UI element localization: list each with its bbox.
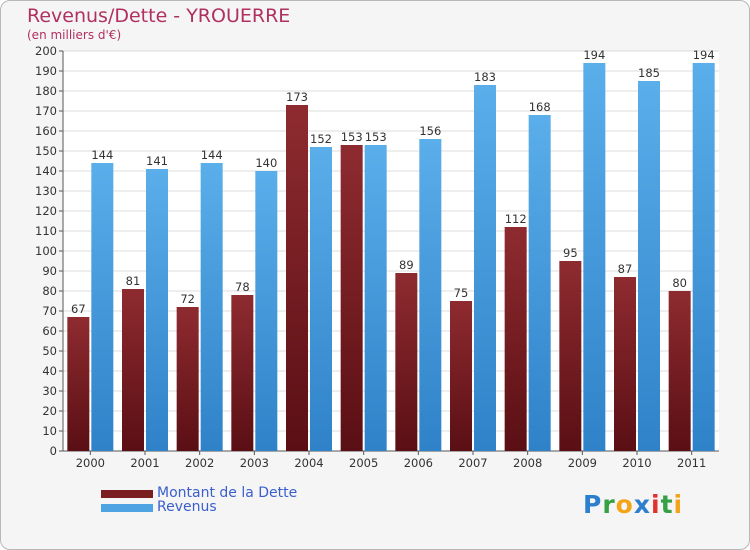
x-tick-label: 2004 — [294, 456, 323, 470]
bar-revenus — [583, 63, 606, 451]
logo-letter: r — [602, 490, 616, 519]
y-tick-label: 90 — [42, 264, 57, 278]
data-label-revenus: 140 — [255, 156, 277, 170]
x-tick-label: 2009 — [568, 456, 597, 470]
y-tick-label: 0 — [50, 444, 57, 458]
data-label-dette: 78 — [235, 280, 250, 294]
proxiti-logo: Proxiti — [583, 490, 683, 519]
data-label-dette: 80 — [672, 276, 687, 290]
bar-dette — [67, 317, 90, 451]
logo-letter: x — [633, 490, 651, 519]
y-tick-label: 110 — [35, 224, 57, 238]
bar-dette — [559, 261, 582, 451]
bar-dette — [340, 145, 363, 451]
y-tick-label: 100 — [35, 244, 57, 258]
legend-label-dette: Montant de la Dette — [157, 485, 298, 501]
y-tick-label: 130 — [35, 184, 57, 198]
legend-label-revenus: Revenus — [157, 499, 217, 515]
data-label-dette: 87 — [618, 262, 633, 276]
data-label-revenus: 168 — [529, 100, 551, 114]
legend-swatch-revenus — [101, 504, 153, 512]
x-tick-label: 2011 — [677, 456, 706, 470]
x-tick-label: 2003 — [240, 456, 269, 470]
bar-revenus — [638, 81, 660, 451]
data-label-revenus: 144 — [201, 148, 223, 162]
y-tick-label: 150 — [35, 144, 57, 158]
y-tick-label: 140 — [35, 164, 57, 178]
x-tick-label: 2002 — [185, 456, 214, 470]
bar-dette — [395, 273, 418, 451]
bar-dette — [231, 295, 254, 451]
y-tick-label: 190 — [35, 64, 57, 78]
data-label-revenus: 141 — [146, 154, 168, 168]
y-tick-label: 120 — [35, 204, 57, 218]
y-tick-label: 60 — [42, 324, 57, 338]
logo-letter: P — [583, 490, 603, 519]
bar-revenus — [310, 147, 332, 451]
bar-dette — [450, 301, 472, 451]
x-tick-label: 2008 — [513, 456, 542, 470]
chart-title: Revenus/Dette - YROUERRE — [27, 5, 291, 27]
data-label-dette: 67 — [71, 302, 86, 316]
y-tick-label: 200 — [35, 44, 57, 58]
y-tick-label: 170 — [35, 104, 57, 118]
x-tick-label: 2005 — [349, 456, 378, 470]
data-label-revenus: 185 — [638, 66, 660, 80]
data-label-revenus: 183 — [474, 70, 496, 84]
y-tick-label: 10 — [42, 424, 57, 438]
y-tick-label: 160 — [35, 124, 57, 138]
x-tick-label: 2006 — [404, 456, 433, 470]
y-tick-label: 80 — [42, 284, 57, 298]
x-tick-label: 2001 — [130, 456, 159, 470]
bar-revenus — [91, 163, 114, 451]
data-label-dette: 89 — [399, 258, 414, 272]
bar-revenus — [200, 163, 223, 451]
bar-revenus — [255, 171, 278, 451]
y-tick-label: 50 — [42, 344, 57, 358]
data-label-revenus: 153 — [365, 130, 387, 144]
y-tick-label: 20 — [42, 404, 57, 418]
logo-letter: t — [660, 490, 674, 519]
x-tick-label: 2000 — [76, 456, 105, 470]
y-tick-label: 30 — [42, 384, 57, 398]
data-label-dette: 72 — [180, 292, 195, 306]
bar-revenus — [364, 145, 387, 451]
data-label-dette: 153 — [341, 130, 363, 144]
bar-dette — [286, 105, 308, 451]
data-label-revenus: 156 — [419, 124, 441, 138]
logo-letter: i — [651, 490, 661, 519]
bar-dette — [614, 277, 636, 451]
bar-revenus — [474, 85, 496, 451]
data-label-revenus: 152 — [310, 132, 332, 146]
y-tick-label: 40 — [42, 364, 57, 378]
data-label-dette: 173 — [286, 90, 308, 104]
bar-dette — [122, 289, 144, 451]
logo-letter: i — [673, 490, 684, 519]
y-tick-label: 70 — [42, 304, 57, 318]
data-label-revenus: 194 — [583, 48, 605, 62]
logo-letter: o — [615, 490, 634, 519]
bar-dette — [668, 291, 691, 451]
data-label-dette: 75 — [454, 286, 469, 300]
bar-revenus — [528, 115, 551, 451]
data-label-revenus: 144 — [91, 148, 113, 162]
bar-revenus — [419, 139, 442, 451]
data-label-dette: 95 — [563, 246, 578, 260]
bar-dette — [504, 227, 527, 451]
chart-subtitle: (en milliers d'€) — [27, 28, 122, 42]
y-tick-label: 180 — [35, 84, 57, 98]
legend-swatch-dette — [101, 490, 153, 498]
data-label-dette: 81 — [126, 274, 141, 288]
bar-revenus — [692, 63, 715, 451]
data-label-revenus: 194 — [693, 48, 715, 62]
bar-dette — [176, 307, 199, 451]
data-label-dette: 112 — [505, 212, 527, 226]
x-tick-label: 2010 — [622, 456, 651, 470]
bar-revenus — [146, 169, 168, 451]
x-tick-label: 2007 — [458, 456, 487, 470]
